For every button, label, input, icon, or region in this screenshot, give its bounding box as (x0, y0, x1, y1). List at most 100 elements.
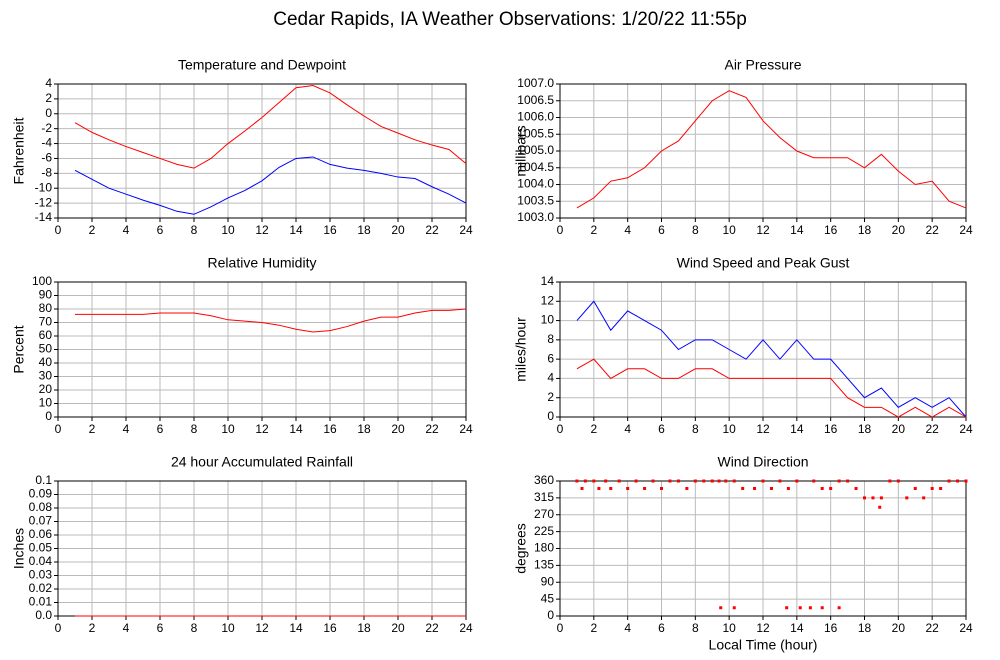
y-tick-label: 0.0 (35, 608, 52, 622)
x-tick-label: 12 (255, 223, 269, 237)
y-axis-label: miles/hour (513, 317, 529, 382)
x-tick-label: 22 (925, 223, 939, 237)
y-tick-label: 315 (534, 490, 554, 504)
y-tick-label: 30 (39, 369, 53, 383)
y-tick-label: -8 (41, 166, 52, 180)
x-tick-label: 2 (590, 621, 597, 635)
x-tick-label: 8 (191, 223, 198, 237)
x-tick-label: 22 (425, 422, 439, 436)
x-tick-label: 14 (289, 223, 303, 237)
data-point (604, 479, 608, 483)
y-tick-label: -2 (41, 121, 52, 135)
x-tick-label: 0 (55, 223, 62, 237)
plot-frame (57, 281, 467, 418)
y-tick-label: 10 (39, 396, 53, 410)
data-point (846, 479, 850, 483)
data-point (778, 479, 782, 483)
y-tick-label: 50 (39, 342, 53, 356)
data-point (732, 606, 736, 610)
x-tick-label: 8 (191, 422, 198, 436)
x-tick-label: 8 (692, 422, 699, 436)
y-tick-label: 1003.0 (517, 210, 554, 224)
data-point (837, 479, 841, 483)
y-tick-label: 2 (547, 390, 554, 404)
data-point (798, 606, 802, 610)
x-tick-label: 10 (722, 621, 736, 635)
x-tick-label: 16 (824, 223, 838, 237)
data-point (795, 479, 799, 483)
x-tick-label: 18 (858, 223, 872, 237)
data-point (753, 487, 757, 490)
y-tick-label: 12 (541, 293, 555, 307)
plot-frame (559, 83, 967, 219)
x-tick-label: 22 (425, 223, 439, 237)
y-tick-label: 225 (534, 524, 554, 538)
y-tick-label: 1003.5 (517, 193, 554, 207)
x-tick-label: 20 (391, 621, 405, 635)
x-tick-label: 22 (425, 621, 439, 635)
y-axis-label: degrees (513, 523, 529, 574)
x-tick-label: 4 (123, 223, 130, 237)
y-tick-label: 4 (45, 76, 52, 90)
x-tick-label: 4 (624, 223, 631, 237)
chart-title: Temperature and Dewpoint (178, 57, 346, 73)
x-tick-label: 14 (289, 621, 303, 635)
y-tick-label: -10 (35, 180, 53, 194)
x-tick-label: 16 (323, 621, 337, 635)
y-tick-label: 1004.5 (517, 160, 554, 174)
x-tick-label: 6 (658, 223, 665, 237)
x-tick-label: 4 (624, 621, 631, 635)
x-tick-label: 0 (557, 422, 564, 436)
data-point (724, 479, 728, 483)
y-tick-label: 4 (547, 371, 554, 385)
data-point (609, 487, 613, 490)
x-tick-label: 4 (624, 422, 631, 436)
x-tick-label: 2 (590, 422, 597, 436)
y-tick-label: 1005.0 (517, 143, 554, 157)
data-point (964, 479, 968, 483)
y-tick-label: 60 (39, 328, 53, 342)
y-tick-label: 1006.0 (517, 110, 554, 124)
data-point (956, 479, 960, 483)
y-tick-label: 0.1 (35, 473, 52, 487)
x-tick-label: 12 (255, 422, 269, 436)
y-tick-label: 14 (541, 274, 555, 288)
x-tick-label: 12 (756, 621, 770, 635)
y-tick-label: 360 (534, 473, 554, 487)
data-point (837, 606, 841, 610)
chart-title: Wind Speed and Peak Gust (677, 255, 850, 271)
data-point (626, 487, 630, 490)
data-line (74, 156, 467, 215)
x-tick-label: 2 (89, 223, 96, 237)
x-tick-label: 6 (658, 422, 665, 436)
data-point (643, 487, 647, 490)
chart-title: Wind Direction (717, 454, 808, 470)
data-point (761, 479, 765, 483)
y-tick-label: 40 (39, 355, 53, 369)
data-point (617, 479, 621, 483)
y-tick-label: -6 (41, 151, 52, 165)
x-tick-label: 10 (722, 223, 736, 237)
y-tick-label: 90 (39, 288, 53, 302)
x-tick-label: 6 (157, 422, 164, 436)
x-tick-label: 20 (391, 422, 405, 436)
y-tick-label: 90 (541, 574, 555, 588)
x-tick-label: 4 (123, 422, 130, 436)
data-point (878, 505, 882, 509)
data-line (75, 308, 467, 333)
x-tick-label: 12 (756, 422, 770, 436)
x-tick-label: 24 (959, 223, 973, 237)
y-tick-label: -14 (35, 210, 53, 224)
x-tick-label: 12 (255, 621, 269, 635)
y-tick-label: 6 (547, 351, 554, 365)
y-tick-label: 1007.0 (517, 76, 554, 90)
x-axis-label: Local Time (hour) (709, 637, 818, 653)
y-tick-label: 1006.5 (517, 93, 554, 107)
y-tick-label: 1005.5 (517, 126, 554, 140)
chart-title: 24 hour Accumulated Rainfall (171, 454, 353, 470)
data-point (575, 479, 579, 483)
x-tick-label: 18 (357, 223, 371, 237)
y-tick-label: 70 (39, 315, 53, 329)
data-point (896, 479, 900, 483)
